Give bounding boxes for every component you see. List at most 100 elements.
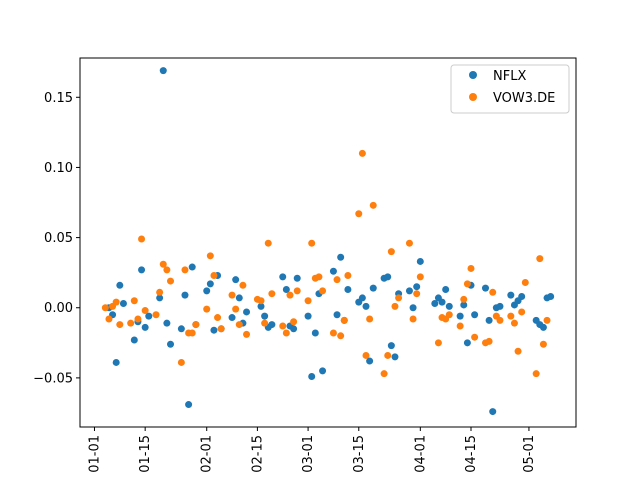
point-vow3de-58 — [391, 302, 399, 310]
legend-box — [450, 64, 570, 114]
point-vow3de-43 — [315, 273, 323, 281]
point-nflx-64 — [438, 298, 446, 306]
point-nflx-4 — [119, 300, 127, 308]
point-vow3de-60 — [405, 239, 413, 247]
point-nflx-26 — [235, 294, 243, 302]
x-tick-label-7: 04-15 — [464, 435, 479, 473]
point-vow3de-29 — [243, 330, 251, 338]
point-nflx-74 — [489, 408, 497, 416]
point-vow3de-4 — [116, 321, 124, 329]
point-vow3de-61 — [409, 315, 417, 323]
point-nflx-8 — [141, 323, 149, 331]
point-vow3de-14 — [167, 277, 175, 285]
legend: NFLX VOW3.DE — [450, 64, 570, 114]
point-nflx-32 — [268, 321, 276, 329]
point-nflx-66 — [445, 302, 453, 310]
point-vow3de-69 — [460, 295, 468, 303]
point-nflx-72 — [481, 284, 489, 292]
point-nflx-51 — [366, 357, 374, 365]
point-vow3de-79 — [510, 319, 518, 327]
point-nflx-38 — [304, 312, 312, 320]
point-vow3de-34 — [268, 290, 276, 298]
point-nflx-45 — [337, 253, 345, 261]
point-nflx-13 — [167, 340, 175, 348]
point-vow3de-5 — [127, 319, 135, 327]
point-vow3de-24 — [217, 325, 225, 333]
point-nflx-76 — [496, 302, 504, 310]
x-axis: 01-01 01-15 02-01 02-15 03-01 03-15 04-01 04-15… — [87, 427, 537, 473]
point-nflx-61 — [416, 257, 424, 265]
y-tick-label-3: 0.10 — [44, 161, 73, 176]
point-nflx-80 — [518, 293, 526, 301]
point-nflx-9 — [145, 312, 153, 320]
legend-label-nflx: NFLX — [493, 69, 526, 84]
point-vow3de-70 — [463, 280, 471, 288]
y-tick-label-2: 0.05 — [44, 231, 73, 246]
point-vow3de-35 — [279, 322, 287, 330]
point-nflx-30 — [261, 312, 269, 320]
point-vow3de-32 — [261, 319, 269, 327]
point-vow3de-44 — [319, 287, 327, 295]
point-nflx-7 — [138, 266, 146, 274]
point-vow3de-51 — [358, 149, 366, 157]
point-vow3de-20 — [203, 305, 211, 313]
point-vow3de-19 — [192, 321, 200, 329]
point-vow3de-56 — [384, 351, 392, 359]
point-vow3de-38 — [290, 318, 298, 326]
point-nflx-33 — [279, 273, 287, 281]
point-vow3de-12 — [159, 260, 167, 268]
point-nflx-34 — [282, 286, 290, 293]
point-vow3de-0 — [101, 304, 109, 312]
point-vow3de-39 — [293, 287, 301, 295]
point-nflx-15 — [181, 291, 189, 299]
point-vow3de-85 — [539, 340, 547, 348]
point-nflx-43 — [329, 267, 337, 275]
point-vow3de-45 — [329, 329, 337, 337]
point-nflx-60 — [413, 283, 421, 291]
point-nflx-40 — [311, 329, 319, 337]
point-vow3de-75 — [489, 288, 497, 296]
point-vow3de-1 — [105, 315, 113, 323]
point-vow3de-37 — [286, 291, 294, 299]
point-vow3de-6 — [130, 297, 138, 305]
point-vow3de-22 — [210, 271, 218, 279]
point-nflx-17 — [188, 263, 196, 271]
point-vow3de-16 — [181, 266, 189, 274]
point-vow3de-10 — [152, 311, 160, 319]
point-vow3de-71 — [467, 264, 475, 272]
x-tick-label-5: 03-15 — [352, 435, 367, 473]
point-nflx-65 — [442, 286, 450, 293]
point-nflx-77 — [507, 291, 515, 299]
point-vow3de-52 — [362, 351, 370, 359]
point-nflx-39 — [308, 372, 316, 380]
point-nflx-69 — [463, 339, 471, 347]
point-vow3de-7 — [134, 315, 142, 323]
point-vow3de-77 — [496, 316, 504, 324]
point-nflx-44 — [333, 311, 341, 319]
point-nflx-59 — [409, 304, 417, 312]
point-vow3de-11 — [156, 288, 164, 296]
point-vow3de-53 — [366, 315, 374, 323]
y-tick-label-0: −0.05 — [33, 371, 73, 386]
x-tick-label-4: 03-01 — [301, 435, 316, 473]
point-nflx-10 — [156, 294, 164, 302]
point-nflx-11 — [159, 67, 167, 75]
point-vow3de-48 — [340, 316, 348, 324]
point-vow3de-26 — [232, 305, 240, 313]
point-vow3de-25 — [228, 291, 236, 299]
point-nflx-3 — [116, 281, 124, 289]
point-vow3de-40 — [304, 297, 312, 305]
x-tick-label-3: 02-15 — [250, 435, 265, 473]
point-vow3de-49 — [344, 271, 352, 279]
x-tick-label-6: 04-01 — [413, 435, 428, 473]
point-vow3de-18 — [188, 329, 196, 337]
point-vow3de-13 — [163, 266, 171, 274]
y-axis: −0.05 0.00 0.05 0.10 0.15 — [33, 91, 80, 386]
point-vow3de-54 — [369, 201, 377, 209]
point-nflx-24 — [228, 314, 236, 322]
point-nflx-58 — [405, 287, 413, 295]
x-tick-label-2: 02-01 — [200, 435, 215, 473]
point-nflx-19 — [203, 287, 211, 295]
point-nflx-49 — [358, 294, 366, 302]
